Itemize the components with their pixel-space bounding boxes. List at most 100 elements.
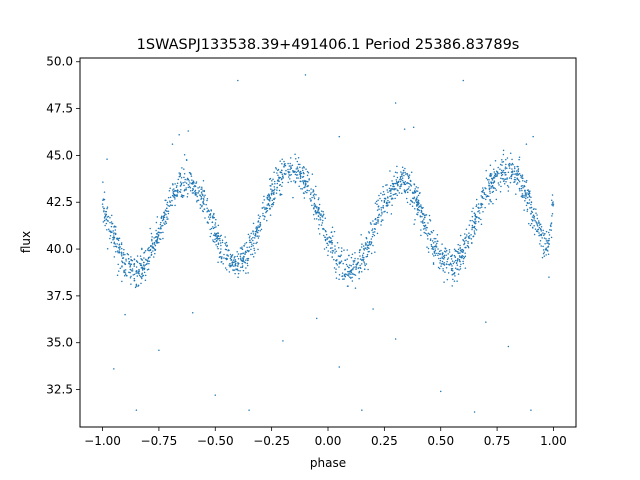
- data-point: [430, 245, 433, 248]
- data-point: [467, 235, 470, 238]
- data-point: [245, 251, 247, 254]
- data-point: [298, 185, 300, 188]
- data-point: [236, 255, 239, 258]
- data-point: [299, 163, 301, 166]
- data-point: [393, 175, 395, 178]
- data-point: [427, 222, 429, 224]
- data-point: [237, 262, 240, 265]
- data-point: [485, 177, 488, 180]
- data-point: [250, 232, 252, 235]
- data-point: [303, 197, 306, 199]
- data-point: [230, 259, 232, 261]
- x-tick-label: 0.25: [371, 434, 398, 448]
- data-point: [250, 245, 253, 248]
- data-point: [273, 189, 275, 192]
- data-point: [271, 190, 273, 193]
- data-point: [503, 183, 506, 185]
- data-point: [240, 266, 242, 268]
- data-point: [273, 171, 275, 174]
- data-point: [237, 257, 240, 260]
- data-point: [145, 259, 147, 261]
- data-point: [115, 226, 117, 228]
- data-point: [430, 243, 433, 246]
- data-point: [150, 232, 153, 235]
- data-point: [252, 222, 255, 225]
- data-point: [463, 256, 466, 259]
- data-point: [495, 198, 498, 201]
- data-point: [381, 211, 383, 214]
- data-point: [242, 252, 244, 255]
- data-point: [459, 260, 461, 262]
- data-point: [113, 245, 115, 248]
- data-point: [493, 168, 495, 170]
- data-point: [163, 222, 165, 224]
- data-point: [396, 165, 398, 168]
- data-point: [517, 179, 520, 181]
- data-point: [480, 218, 482, 221]
- outlier-point: [338, 366, 341, 368]
- data-point: [198, 190, 200, 192]
- data-point: [400, 184, 402, 186]
- data-point: [263, 199, 266, 201]
- data-point: [118, 270, 120, 272]
- data-point: [174, 183, 176, 185]
- data-point: [108, 230, 111, 232]
- data-point: [485, 187, 487, 190]
- outlier-point: [412, 126, 415, 129]
- data-point: [441, 243, 443, 245]
- data-point: [539, 223, 542, 225]
- data-point: [339, 255, 341, 258]
- data-point: [236, 268, 239, 271]
- data-point: [445, 263, 448, 265]
- x-tick-label: 0.75: [484, 434, 511, 448]
- data-point: [413, 202, 415, 204]
- data-point: [309, 198, 311, 200]
- data-point: [154, 252, 156, 255]
- data-point: [348, 266, 350, 269]
- data-point: [329, 236, 331, 239]
- data-point: [334, 248, 336, 250]
- data-point: [201, 193, 203, 195]
- data-point: [237, 253, 240, 255]
- data-point: [372, 244, 374, 247]
- data-point: [276, 182, 279, 185]
- data-point: [335, 268, 337, 270]
- data-point: [232, 269, 234, 271]
- data-point: [251, 253, 254, 255]
- data-point: [468, 224, 471, 226]
- data-point: [212, 227, 215, 230]
- data-point: [458, 255, 461, 257]
- data-point: [161, 219, 164, 222]
- data-point: [299, 177, 302, 179]
- outlier-point: [315, 317, 318, 320]
- data-point: [456, 268, 458, 271]
- data-point: [302, 175, 305, 178]
- data-point: [209, 216, 212, 218]
- data-point: [114, 229, 117, 231]
- data-point: [183, 154, 186, 156]
- data-point: [386, 189, 388, 191]
- data-point: [380, 209, 383, 211]
- data-point: [318, 207, 320, 209]
- data-point: [371, 228, 374, 230]
- data-point: [207, 216, 210, 218]
- data-point: [500, 172, 503, 175]
- data-point: [378, 194, 380, 197]
- outlier-point: [403, 128, 406, 130]
- data-point: [325, 233, 328, 236]
- data-point: [203, 190, 206, 193]
- data-point: [110, 231, 112, 234]
- data-point: [201, 188, 203, 190]
- data-point: [241, 262, 244, 265]
- outlier-point: [372, 308, 374, 310]
- data-point: [450, 269, 453, 271]
- data-point: [468, 235, 471, 237]
- data-point: [111, 222, 114, 225]
- data-point: [436, 240, 438, 243]
- data-point: [545, 247, 547, 249]
- data-point: [279, 171, 282, 174]
- data-point: [155, 232, 158, 235]
- data-point: [177, 178, 180, 181]
- data-point: [245, 241, 248, 244]
- data-point: [473, 230, 476, 232]
